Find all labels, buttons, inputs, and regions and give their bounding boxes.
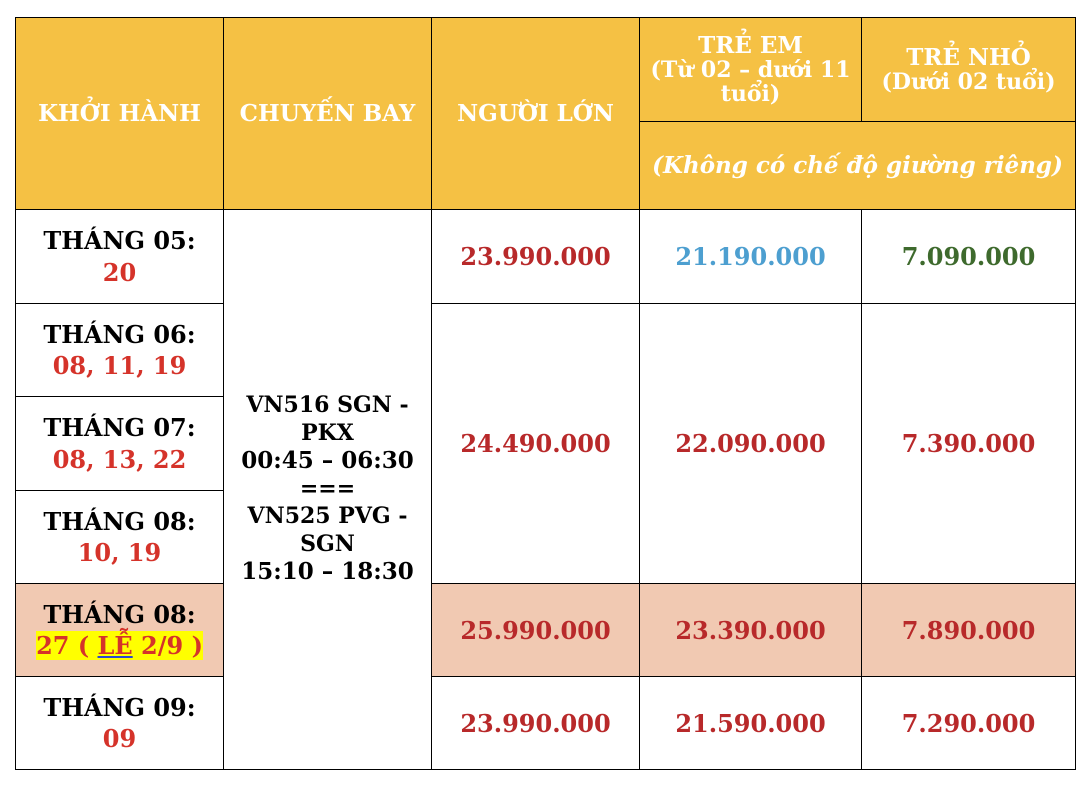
price-adult: 23.990.000 <box>431 209 640 304</box>
price-infant: 7.090.000 <box>861 209 1076 304</box>
price-child: 21.590.000 <box>639 676 862 770</box>
departure-days: 08, 11, 19 <box>52 351 187 380</box>
price-child: 22.090.000 <box>639 303 862 584</box>
outbound-time: 00:45 – 06:30 <box>241 447 414 474</box>
departure-cell-july: THÁNG 07: 08, 13, 22 <box>15 396 224 491</box>
departure-cell-september: THÁNG 09: 09 <box>15 676 224 770</box>
departure-days: 08, 13, 22 <box>52 444 187 474</box>
price-infant: 7.390.000 <box>861 303 1076 584</box>
header-child-title: TRẺ EM <box>698 31 803 59</box>
price-child: 21.190.000 <box>639 209 862 304</box>
header-note: (Không có chế độ giường riêng) <box>639 121 1076 210</box>
flight-info-cell: VN516 SGN - PKX 00:45 – 06:30 === VN525 … <box>223 209 432 770</box>
month-label: THÁNG 07: <box>43 413 196 443</box>
holiday-label: LỄ <box>97 631 133 660</box>
holiday-days: 27 ( LỄ 2/9 ) <box>36 631 203 660</box>
price-adult: 23.990.000 <box>431 676 640 770</box>
departure-days: 20 <box>102 257 137 287</box>
price-infant: 7.890.000 <box>861 583 1076 677</box>
month-label: THÁNG 05: <box>43 226 196 256</box>
header-infant: TRẺ NHỎ (Dưới 02 tuổi) <box>861 17 1076 122</box>
departure-cell-may: THÁNG 05: 20 <box>15 209 224 304</box>
flight-separator: === <box>299 475 356 502</box>
return-time: 15:10 – 18:30 <box>241 558 414 586</box>
header-infant-title: TRẺ NHỎ <box>906 43 1031 71</box>
holiday-days-prefix: 27 ( <box>36 631 98 660</box>
price-adult: 24.490.000 <box>431 303 640 584</box>
departure-days: 10, 19 <box>77 538 162 567</box>
price-adult: 25.990.000 <box>431 583 640 677</box>
price-infant: 7.290.000 <box>861 676 1076 770</box>
month-label: THÁNG 06: <box>43 319 196 349</box>
header-child: TRẺ EM (Từ 02 – dưới 11 tuổi) <box>639 17 862 122</box>
departure-days: 09 <box>102 724 137 753</box>
header-departure: KHỞI HÀNH <box>15 17 224 210</box>
header-child-subtitle: (Từ 02 – dưới 11 tuổi) <box>650 56 851 108</box>
header-infant-subtitle: (Dưới 02 tuổi) <box>881 69 1056 96</box>
departure-cell-august-holiday: THÁNG 08: 27 ( LỄ 2/9 ) <box>15 583 224 677</box>
departure-cell-august: THÁNG 08: 10, 19 <box>15 490 224 584</box>
holiday-days-suffix: 2/9 ) <box>132 631 203 660</box>
month-label: THÁNG 08: <box>43 599 196 629</box>
outbound-route: VN516 SGN - PKX <box>246 392 409 446</box>
month-label: THÁNG 08: <box>43 506 196 536</box>
header-adult: NGƯỜI LỚN <box>431 17 640 210</box>
tour-price-table: KHỞI HÀNH CHUYẾN BAY NGƯỜI LỚN TRẺ EM (T… <box>15 17 1076 770</box>
header-flight: CHUYẾN BAY <box>223 17 432 210</box>
price-child: 23.390.000 <box>639 583 862 677</box>
departure-cell-june: THÁNG 06: 08, 11, 19 <box>15 303 224 397</box>
month-label: THÁNG 09: <box>43 692 196 722</box>
return-route: VN525 PVG - SGN <box>247 503 408 557</box>
